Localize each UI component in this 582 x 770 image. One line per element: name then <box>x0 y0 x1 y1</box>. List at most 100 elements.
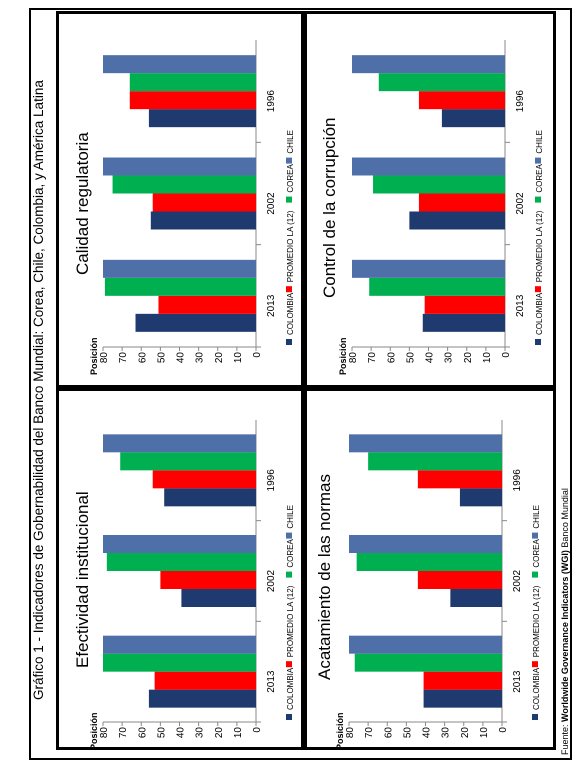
panel-frame-acatamiento-normas <box>304 388 556 750</box>
category-label: 2013 <box>515 294 526 317</box>
bar-colombia-2002 <box>181 589 256 607</box>
bar-promedio-la-12-2013 <box>154 671 256 690</box>
legend-label-promedio-la-12: PROMEDIO LA (12) <box>286 585 295 657</box>
bar-chile-2013 <box>352 259 505 278</box>
bar-promedio-la-12-2002 <box>152 193 256 212</box>
bar-corea-2002 <box>112 175 256 194</box>
bar-colombia-1996 <box>148 109 256 128</box>
category-label: 2002 <box>266 192 277 215</box>
chart-efectividad-institucional: 0 10 20 30 40 50 60 70 80 1996 2002 2013 Posición Efe… <box>73 420 295 750</box>
category-label: 1996 <box>512 469 523 492</box>
axis-label-posicion: Posición <box>338 337 348 375</box>
legend-label-corea: COREA <box>532 538 541 567</box>
bar-promedio-la-12-1996 <box>418 91 505 110</box>
tick-label: 30 <box>195 727 206 739</box>
bar-corea-2013 <box>369 277 505 296</box>
bar-promedio-la-12-1996 <box>129 91 256 110</box>
tick-label: 30 <box>195 352 206 364</box>
chart-title: Calidad regulatoria <box>73 132 92 275</box>
legend-swatch-colombia <box>286 714 292 720</box>
bar-promedio-la-12-2002 <box>160 571 256 589</box>
bar-promedio-la-12-2013 <box>423 671 502 690</box>
legend-label-corea: COREA <box>535 163 544 192</box>
tick-label: 50 <box>156 352 167 364</box>
bar-colombia-1996 <box>459 488 502 507</box>
tick-label: 10 <box>233 352 244 364</box>
legend-swatch-colombia <box>532 714 538 720</box>
chart-control-de-la-corrupcion: 0 10 20 30 40 50 60 70 80 1996 2002 2013 Posición Con… <box>320 40 544 375</box>
legend-label-promedio-la-12: PROMEDIO LA (12) <box>532 585 541 657</box>
bar-corea-2002 <box>106 553 256 571</box>
category-label: 1996 <box>266 469 277 492</box>
bar-promedio-la-12-2002 <box>417 571 502 589</box>
legend-swatch-corea <box>286 196 292 203</box>
bar-corea-2013 <box>104 277 256 296</box>
tick-label: 20 <box>460 727 471 739</box>
legend-label-colombia: COLOMBIA <box>286 292 295 335</box>
bar-promedio-la-12-2013 <box>424 295 505 314</box>
bar-colombia-1996 <box>441 109 505 128</box>
bar-colombia-2013 <box>423 689 502 708</box>
tick-label: 60 <box>137 352 148 364</box>
tick-label: 80 <box>348 352 359 364</box>
panel-frame-control-corrupcion <box>304 11 556 388</box>
panel-frame-efectividad-institucional <box>56 388 304 750</box>
bar-chile-1996 <box>349 434 502 453</box>
tick-label: 60 <box>383 727 394 739</box>
tick-label: 60 <box>137 727 148 739</box>
tick-label: 20 <box>214 352 225 364</box>
legend-label-promedio-la-12: PROMEDIO LA (12) <box>535 210 544 282</box>
tick-label: 80 <box>99 727 110 739</box>
bar-colombia-2013 <box>422 313 505 332</box>
bar-colombia-1996 <box>164 488 256 507</box>
legend-label-chile: CHILE <box>532 505 541 529</box>
legend-swatch-colombia <box>535 339 541 345</box>
chart-title: Acatamiento de las normas <box>315 474 334 680</box>
chart-calidad-regulatoria: 0 10 20 30 40 50 60 70 80 1996 2002 2013 Posición Cal… <box>73 40 295 375</box>
legend-label-chile: CHILE <box>535 130 544 154</box>
category-label: 1996 <box>515 90 526 113</box>
category-label: 2002 <box>512 569 523 592</box>
category-label: 2013 <box>266 294 277 317</box>
tick-label: 80 <box>345 727 356 739</box>
bar-chile-2002 <box>103 157 256 176</box>
legend-swatch-promedio-la-12 <box>286 286 292 293</box>
tick-label: 20 <box>463 352 474 364</box>
tick-label: 60 <box>386 352 397 364</box>
tick-label: 0 <box>252 727 263 733</box>
chart-acatamiento-de-las-normas: 0 10 20 30 40 50 60 70 80 1996 2002 2013 Posición Aca… <box>315 420 541 750</box>
legend-label-colombia: COLOMBIA <box>286 667 295 710</box>
bar-colombia-2002 <box>150 211 256 230</box>
axis-label-posicion: Posición <box>89 337 99 375</box>
tick-label: 40 <box>176 727 187 739</box>
tick-label: 70 <box>364 727 375 739</box>
bar-colombia-2013 <box>135 313 256 332</box>
tick-label: 10 <box>482 352 493 364</box>
legend-swatch-corea <box>535 196 541 203</box>
bar-promedio-la-12-1996 <box>152 470 256 489</box>
bar-corea-2002 <box>356 553 502 571</box>
bar-colombia-2002 <box>409 211 505 230</box>
legend-swatch-chile <box>286 532 292 539</box>
legend-label-colombia: COLOMBIA <box>532 667 541 710</box>
legend-swatch-chile <box>286 157 292 164</box>
legend-swatch-corea <box>532 571 538 578</box>
bar-colombia-2002 <box>450 589 502 607</box>
legend-label-chile: CHILE <box>286 505 295 529</box>
bar-chile-2002 <box>349 535 502 553</box>
bar-corea-1996 <box>120 452 257 471</box>
tick-label: 70 <box>118 352 129 364</box>
category-label: 2013 <box>512 670 523 693</box>
tick-label: 40 <box>176 352 187 364</box>
figure-frame <box>29 8 572 760</box>
tick-label: 0 <box>501 352 512 358</box>
bar-chile-1996 <box>103 55 256 74</box>
bar-chile-2013 <box>349 635 502 654</box>
bar-chile-2002 <box>103 535 256 553</box>
bar-chile-2013 <box>103 635 256 654</box>
legend-swatch-promedio-la-12 <box>535 286 541 293</box>
tick-label: 10 <box>233 727 244 739</box>
legend-label-colombia: COLOMBIA <box>535 292 544 335</box>
tick-label: 50 <box>156 727 167 739</box>
bar-promedio-la-12-2013 <box>158 295 256 314</box>
